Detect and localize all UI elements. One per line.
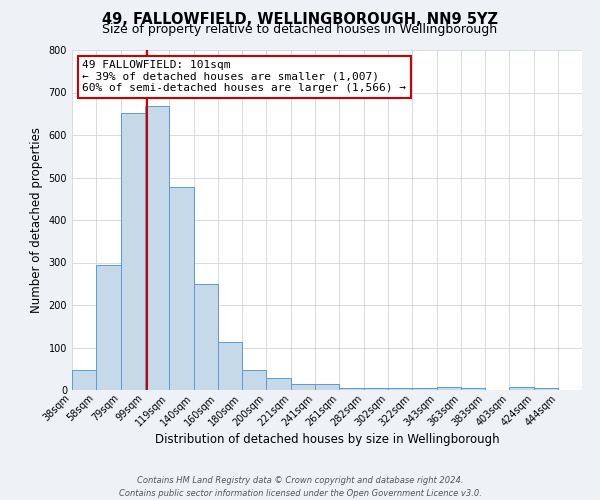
- Bar: [437, 387, 461, 390]
- X-axis label: Distribution of detached houses by size in Wellingborough: Distribution of detached houses by size …: [155, 433, 499, 446]
- Bar: [412, 388, 437, 390]
- Text: Size of property relative to detached houses in Wellingborough: Size of property relative to detached ho…: [103, 22, 497, 36]
- Y-axis label: Number of detached properties: Number of detached properties: [30, 127, 43, 313]
- Text: 49, FALLOWFIELD, WELLINGBOROUGH, NN9 5YZ: 49, FALLOWFIELD, WELLINGBOROUGH, NN9 5YZ: [102, 12, 498, 28]
- Bar: [96, 266, 121, 390]
- Bar: [291, 384, 315, 390]
- Bar: [72, 370, 96, 390]
- Bar: [266, 378, 291, 390]
- Bar: [534, 388, 558, 390]
- Text: 49 FALLOWFIELD: 101sqm
← 39% of detached houses are smaller (1,007)
60% of semi-: 49 FALLOWFIELD: 101sqm ← 39% of detached…: [82, 60, 406, 94]
- Bar: [388, 388, 412, 390]
- Text: Contains HM Land Registry data © Crown copyright and database right 2024.
Contai: Contains HM Land Registry data © Crown c…: [119, 476, 481, 498]
- Bar: [169, 188, 194, 390]
- Bar: [121, 114, 145, 390]
- Bar: [218, 342, 242, 390]
- Bar: [364, 388, 388, 390]
- Bar: [461, 388, 485, 390]
- Bar: [315, 384, 339, 390]
- Bar: [509, 386, 534, 390]
- Bar: [339, 388, 364, 390]
- Bar: [194, 284, 218, 390]
- Bar: [242, 370, 266, 390]
- Bar: [145, 106, 169, 390]
